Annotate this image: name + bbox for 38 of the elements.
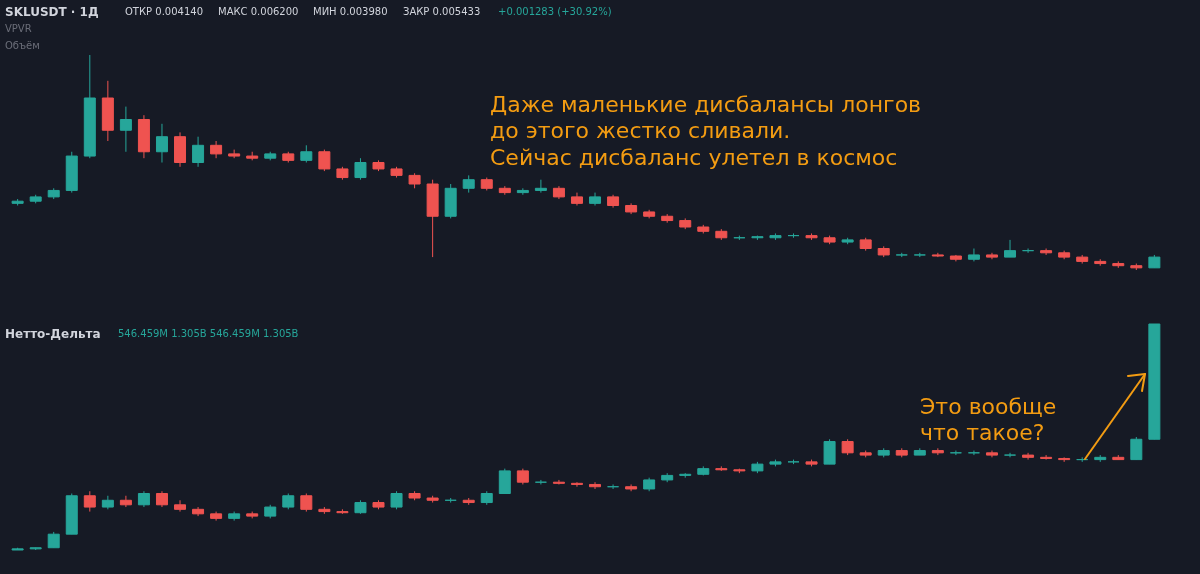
candlestick (174, 499, 187, 513)
text: ЗАКР 0.005433 (403, 6, 481, 17)
chart-title: SKLUSDT · 1Д (5, 5, 99, 19)
candlestick (498, 468, 511, 494)
candlestick (1130, 436, 1143, 461)
text: +0.001283 (+30.92%) (498, 6, 612, 17)
candlestick (534, 479, 547, 485)
candlestick (390, 490, 403, 510)
candlestick (119, 106, 132, 153)
candlestick (534, 179, 547, 194)
text: МИН 0.003980 (313, 6, 388, 17)
candlestick (823, 438, 836, 465)
candlestick (300, 493, 313, 513)
annotation: Даже маленькие дисбалансы лонгов до этого жестко сливали. Сейчас дисбаланс улетел в космос (490, 92, 922, 170)
candlestick (607, 483, 620, 490)
text: ОТКР 0.004140 (125, 6, 204, 17)
candlestick (570, 481, 583, 488)
candlestick (83, 490, 96, 513)
candlestick (192, 136, 205, 168)
text: VPVR (5, 23, 32, 34)
chart-title: Нетто-Дельта (5, 327, 101, 341)
text: Объём (5, 40, 40, 51)
candlestick (1022, 248, 1035, 254)
candlestick (589, 481, 602, 490)
candlestick (787, 232, 800, 239)
candlestick (967, 248, 980, 262)
candlestick (155, 123, 168, 163)
text: МАКС 0.006200 (218, 6, 299, 17)
candlestick (119, 495, 132, 508)
candlestick (1004, 239, 1017, 258)
candlestick (1040, 454, 1053, 461)
candlestick (318, 149, 331, 172)
candlestick (967, 450, 980, 456)
annotation: Это вообще что такое? (920, 394, 1057, 446)
chart-subtitle: 546.459M 1.305B 546.459M 1.305B (118, 328, 299, 339)
candlestick (354, 157, 367, 181)
candlestick (949, 450, 962, 456)
candlestick (1040, 248, 1053, 256)
